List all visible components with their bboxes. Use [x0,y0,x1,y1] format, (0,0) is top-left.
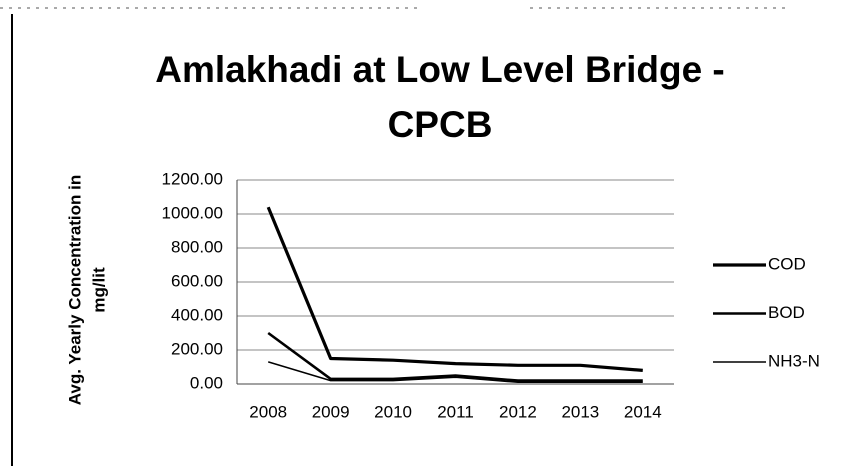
x-tick-label: 2012 [499,402,537,421]
series-line [267,331,643,382]
legend-label: BOD [768,303,805,322]
x-tick-label: 2013 [561,402,599,421]
x-tick-label: 2011 [437,402,474,421]
y-tick-label: 0.00 [190,373,223,392]
legend-label: COD [768,254,806,273]
y-tick-label: 800.00 [171,237,223,256]
series-line [266,206,643,372]
y-axis-label: mg/lit [89,267,108,313]
y-tick-label: 400.00 [171,305,223,324]
x-tick-label: 2009 [312,402,350,421]
x-tick-label: 2010 [374,402,412,421]
legend-label: NH3-N [768,351,820,370]
y-tick-label: 200.00 [171,339,223,358]
x-tick-label: 2014 [624,402,662,421]
series-line [267,361,643,384]
y-tick-label: 1200.00 [162,169,223,188]
y-tick-label: 1000.00 [162,203,223,222]
chart-title: CPCB [388,104,493,145]
y-axis-label: Avg. Yearly Concentration in [65,175,84,406]
x-tick-label: 2008 [249,402,287,421]
y-tick-label: 600.00 [171,271,223,290]
chart-title: Amlakhadi at Low Level Bridge - [155,49,725,90]
